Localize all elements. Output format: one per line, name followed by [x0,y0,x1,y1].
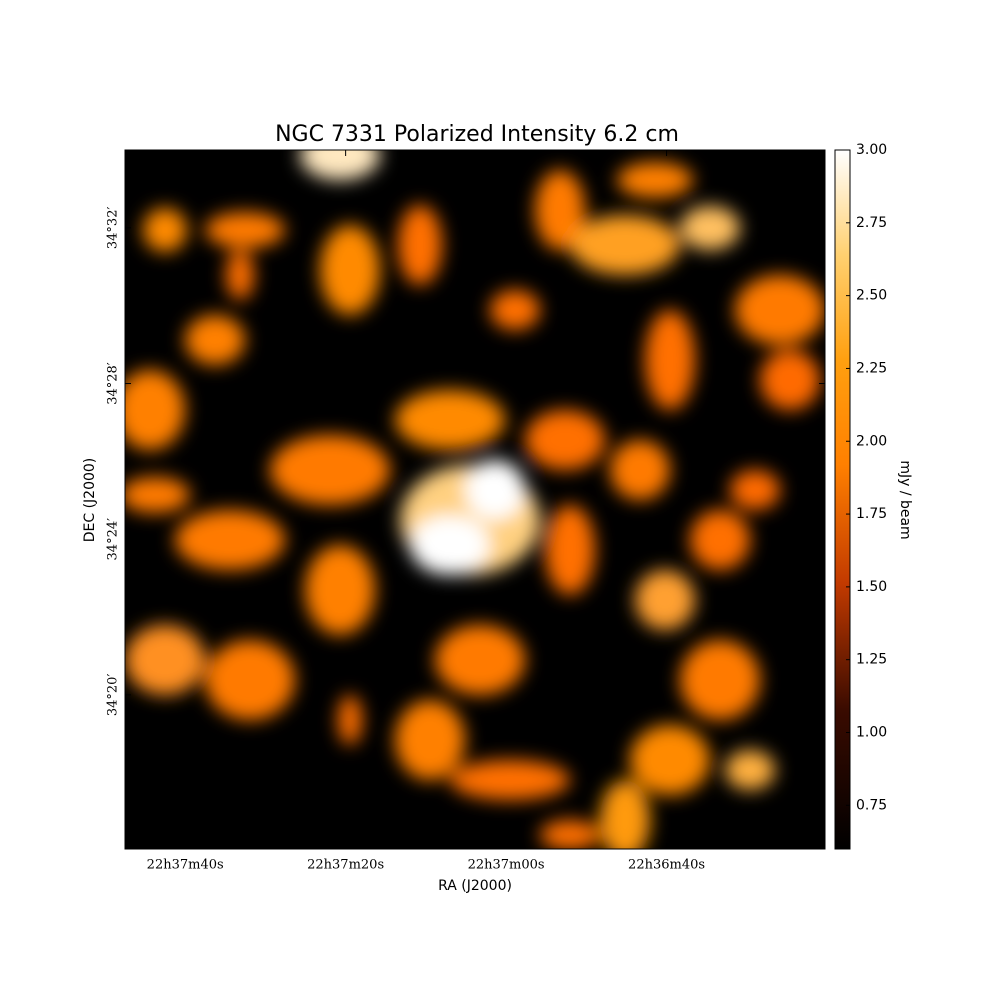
y-axis-label: DEC (J2000) [82,458,98,543]
colorbar-tick-label: 1.75 [856,506,887,522]
colorbar-tick-label: 1.50 [856,579,887,595]
colorbar-tick-label: 2.00 [856,433,887,449]
x-tick-label: 22h37m40s [147,858,224,873]
x-tick-label: 22h36m40s [628,858,705,873]
colorbar-tick-label: 1.00 [856,725,887,741]
colorbar-label: mJy / beam [897,460,913,539]
y-tick-label: 34°24′ [106,518,121,561]
colorbar-tick-label: 3.00 [856,142,887,158]
colorbar-tick-label: 2.50 [856,288,887,304]
colorbar-tick-label: 2.75 [856,215,887,231]
intensity-image [125,150,825,849]
x-tick-label: 22h37m00s [468,858,545,873]
plot-frame [124,149,826,850]
colorbar [834,149,851,850]
x-tick-label: 22h37m20s [307,858,384,873]
y-tick-label: 34°32′ [106,207,121,250]
y-tick-label: 34°20′ [106,674,121,717]
colorbar-tick-label: 1.25 [856,652,887,668]
chart-title: NGC 7331 Polarized Intensity 6.2 cm [275,122,679,147]
x-axis-label: RA (J2000) [438,878,512,894]
colorbar-tick-label: 2.25 [856,360,887,376]
y-tick-label: 34°28′ [106,362,121,405]
colorbar-tick-label: 0.75 [856,797,887,813]
